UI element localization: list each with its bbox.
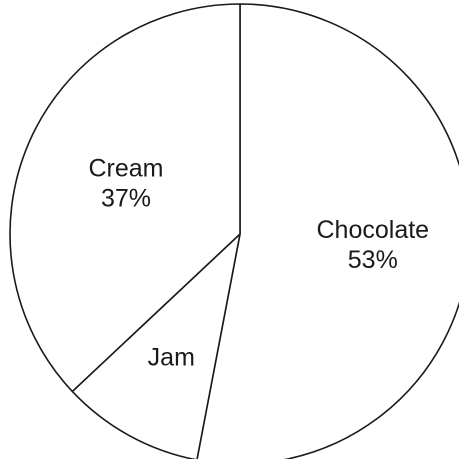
slice-label-jam: Jam: [148, 344, 195, 372]
slice-label-chocolate: Chocolate: [317, 216, 430, 244]
slice-value-chocolate: 53%: [348, 246, 398, 274]
pie-slices: [9, 3, 459, 459]
pie-slice-chocolate: [196, 3, 459, 459]
slice-value-cream: 37%: [101, 184, 151, 212]
pie-slice-cream: [9, 3, 241, 393]
pie-slice-jam: [71, 233, 241, 459]
slice-label-cream: Cream: [88, 154, 163, 182]
